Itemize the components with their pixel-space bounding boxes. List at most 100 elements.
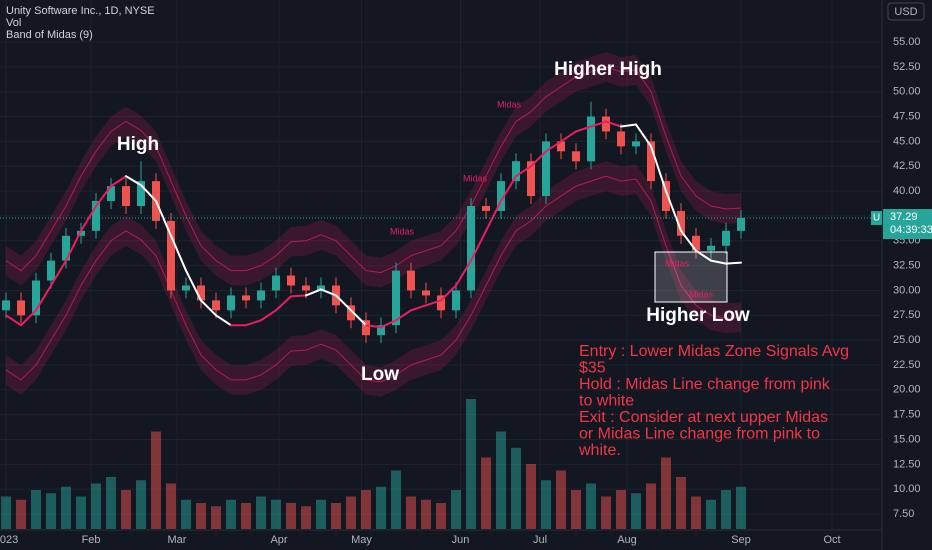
candle-body: [257, 290, 265, 301]
indicator-label: Band of Midas (9): [6, 29, 93, 41]
y-tick-label: 30.00: [893, 284, 921, 296]
midas-segment: [605, 120, 622, 128]
band-zone: [6, 161, 741, 397]
x-tick-label: Sep: [731, 534, 751, 546]
midas-segment: [320, 288, 337, 297]
countdown: 04:39:33: [890, 224, 932, 236]
currency[interactable]: USD: [894, 6, 917, 18]
midas-segment: [680, 229, 697, 252]
volume-bar: [406, 496, 416, 529]
midas-segment: [440, 284, 457, 302]
midas-segment: [215, 314, 232, 327]
strategy-line: to white: [579, 393, 634, 410]
y-tick-label: 15.00: [893, 433, 921, 445]
price-tag: [883, 209, 932, 240]
midas-segment: [305, 288, 322, 297]
volume-bar: [511, 447, 521, 529]
candle-body: [677, 210, 685, 236]
midas-bands: [5, 51, 742, 397]
midas-segment: [500, 175, 517, 203]
x-tick-label: Jul: [533, 534, 547, 546]
volume-bar: [721, 490, 731, 529]
midas-segment: [260, 309, 277, 322]
midas-segment: [665, 190, 682, 232]
midas-segment: [20, 309, 37, 327]
midas-segment: [590, 120, 607, 128]
volume-bar: [436, 503, 446, 529]
candle-body: [32, 280, 40, 316]
candle-body: [482, 205, 490, 211]
candle-body: [422, 290, 430, 296]
volume-bar: [271, 499, 281, 529]
volume-bar: [586, 483, 596, 529]
midas-segment: [635, 123, 652, 148]
candle-body: [77, 230, 85, 236]
volume-bar: [151, 431, 161, 529]
candle-body: [182, 285, 190, 291]
indicator-label: Vol: [6, 17, 21, 29]
midas-segment: [395, 309, 412, 322]
midas-segment: [275, 295, 292, 312]
highlight-box: [654, 251, 728, 303]
candle-body: [347, 305, 355, 321]
volume: [1, 399, 746, 529]
currency-button[interactable]: [887, 2, 925, 21]
volume-bar: [256, 496, 266, 529]
candle-body: [542, 141, 550, 197]
midas-segment: [620, 123, 637, 128]
volume-bar: [136, 480, 146, 529]
volume-bar: [526, 464, 536, 529]
candle-body: [512, 161, 520, 182]
volume-bar: [91, 483, 101, 529]
volume-bar: [451, 490, 461, 529]
midas-segment: [65, 229, 82, 262]
band-line: [5, 66, 742, 274]
candle-body: [722, 230, 730, 246]
x-tick-label: Aug: [617, 534, 637, 546]
annotation: Higher Low: [646, 305, 750, 326]
volume-bar: [601, 496, 611, 529]
volume-bar: [736, 486, 746, 529]
candle-body: [377, 325, 385, 336]
volume-bar: [571, 490, 581, 529]
candle-body: [47, 260, 55, 281]
candle-body: [452, 290, 460, 311]
x-tick-label: Oct: [823, 534, 840, 546]
candle-body: [617, 131, 625, 147]
midas-segment: [290, 294, 307, 298]
strategy-line: Exit : Consider at next upper Midas: [579, 409, 828, 426]
midas-segment: [560, 130, 577, 143]
y-tick-label: 7.50: [893, 508, 914, 520]
candle-body: [407, 270, 415, 291]
midas-segment: [245, 319, 262, 327]
volume-bar: [286, 503, 296, 529]
midas-segment: [110, 175, 127, 188]
volume-bar: [376, 486, 386, 529]
midas-segment: [470, 229, 487, 262]
candle-body: [242, 295, 250, 301]
candle-body: [737, 217, 745, 231]
candle-body: [317, 285, 325, 291]
candle-body: [707, 245, 715, 251]
volume-bar: [61, 486, 71, 529]
midas-label: Midas: [497, 99, 522, 109]
volume-bar: [16, 499, 26, 529]
candle-body: [557, 141, 565, 152]
midas-label: Midas: [390, 226, 415, 236]
volume-bar: [46, 493, 56, 529]
midas-segment: [185, 269, 202, 302]
volume-bar: [106, 477, 116, 529]
candle-body: [632, 141, 640, 147]
volume-bar: [541, 480, 551, 529]
midas-segment: [155, 200, 172, 237]
x-tick-label: Mar: [168, 534, 187, 546]
candle-body: [362, 320, 370, 336]
midas-segment: [575, 125, 592, 133]
candle-body: [92, 201, 100, 231]
candle-body: [692, 235, 700, 251]
volume-bar: [691, 496, 701, 529]
volume-bar: [181, 499, 191, 529]
midas-label: Midas: [665, 258, 690, 268]
annotation: Low: [361, 364, 399, 385]
